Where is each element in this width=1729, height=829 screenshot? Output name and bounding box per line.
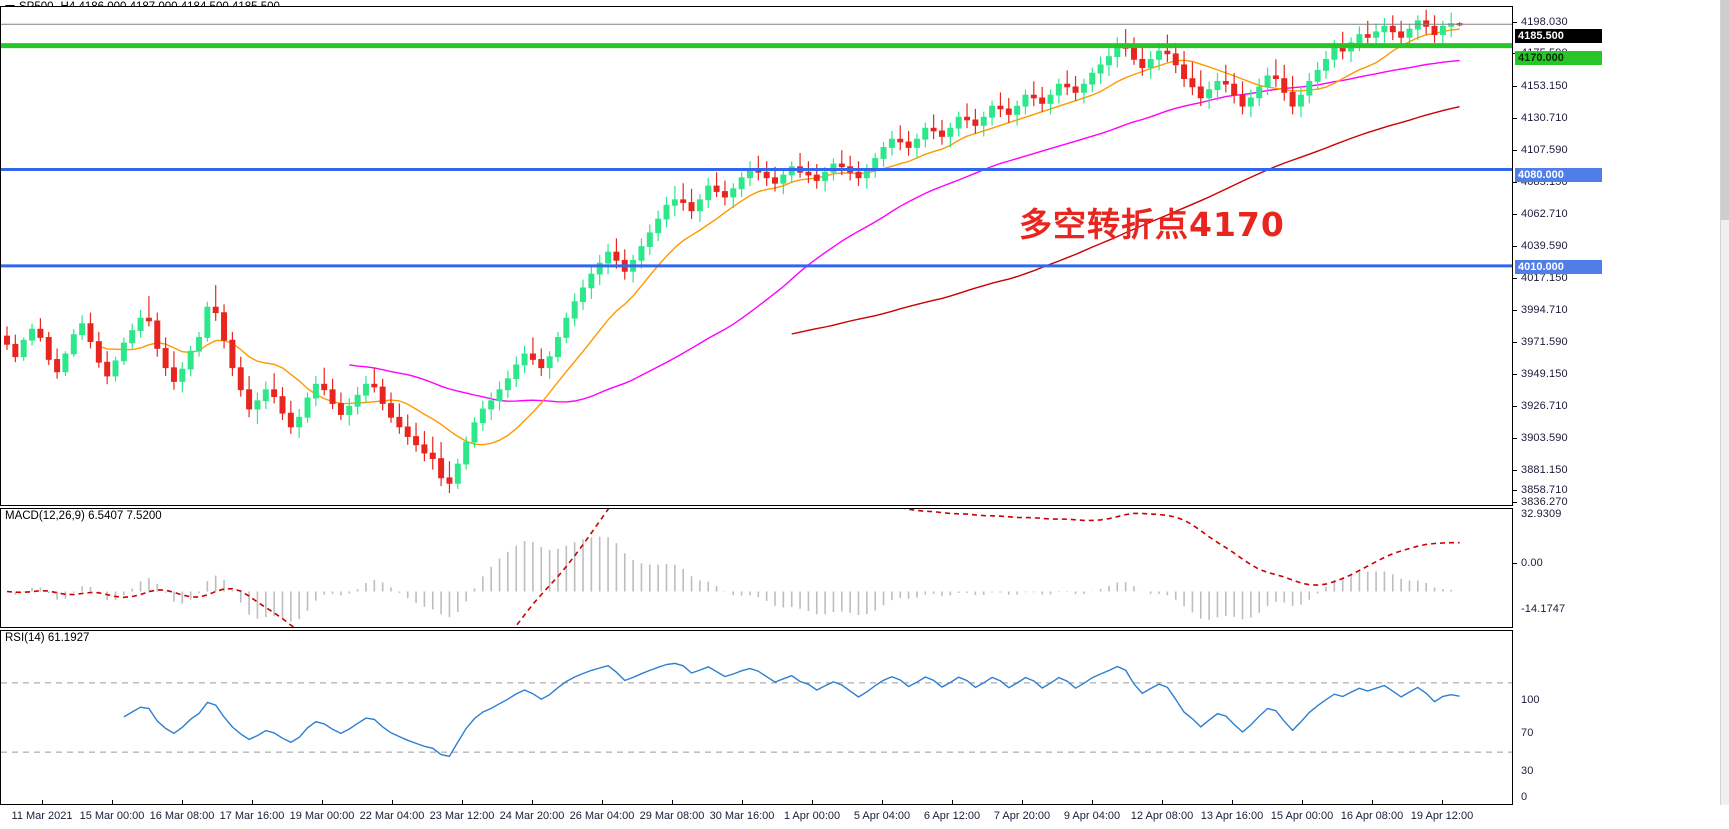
price-axis-label: 3858.710 (1521, 484, 1568, 496)
time-axis-label: 23 Mar 12:00 (429, 810, 495, 822)
time-axis-tick (742, 800, 743, 805)
axis-tick (1513, 150, 1517, 151)
level-tag-4080[interactable]: 4080.000 (1515, 168, 1602, 182)
rsi-axis-label: 30 (1521, 765, 1534, 777)
time-axis-tick (882, 800, 883, 805)
time-axis-tick (1022, 800, 1023, 805)
macd-axis-label: -14.1747 (1521, 603, 1566, 615)
time-axis-tick (42, 800, 43, 805)
rsi-indicator-panel[interactable] (0, 630, 1513, 805)
time-axis-label: 29 Mar 08:00 (639, 810, 705, 822)
price-axis-label: 3971.590 (1521, 336, 1568, 348)
time-axis-label: 19 Apr 12:00 (1410, 810, 1474, 822)
price-axis-label: 3949.150 (1521, 368, 1568, 380)
scrollbar-thumb[interactable] (1721, 0, 1729, 220)
time-axis-label: 16 Mar 08:00 (149, 810, 215, 822)
rsi-axis-label: 70 (1521, 727, 1534, 739)
macd-axis-label: 0.00 (1521, 557, 1543, 569)
axis-tick (1513, 374, 1517, 375)
rsi-title: RSI(14) 61.1927 (5, 632, 90, 644)
time-axis-tick (1162, 800, 1163, 805)
time-axis-tick (392, 800, 393, 805)
rsi-axis-label: 0 (1521, 791, 1528, 803)
time-axis-tick (252, 800, 253, 805)
rsi-canvas (1, 662, 1512, 758)
time-axis-tick (672, 800, 673, 805)
axis-tick (1513, 310, 1517, 311)
axis-tick (1513, 182, 1517, 183)
axis-tick (1513, 563, 1517, 564)
time-axis-label: 13 Apr 16:00 (1200, 810, 1264, 822)
time-axis-label: 17 Mar 16:00 (219, 810, 285, 822)
time-axis-label: 15 Apr 00:00 (1270, 810, 1334, 822)
time-axis-tick (1372, 800, 1373, 805)
time-axis-label: 12 Apr 08:00 (1130, 810, 1194, 822)
axis-tick (1513, 214, 1517, 215)
axis-tick (1513, 438, 1517, 439)
price-axis[interactable]: 4198.0304175.5904153.1504130.7104107.590… (1513, 0, 1721, 805)
time-axis-tick (952, 800, 953, 805)
time-axis-tick (812, 800, 813, 805)
time-axis-tick (1302, 800, 1303, 805)
time-axis-label: 1 Apr 00:00 (783, 810, 841, 822)
time-axis-tick (182, 800, 183, 805)
time-axis-label: 7 Apr 20:00 (993, 810, 1051, 822)
axis-tick (1513, 86, 1517, 87)
time-axis-label: 24 Mar 20:00 (499, 810, 565, 822)
chart-annotation-text: 多空转折点4170 (1019, 205, 1285, 244)
time-axis-label: 19 Mar 00:00 (289, 810, 355, 822)
time-axis-label: 15 Mar 00:00 (79, 810, 145, 822)
rsi-axis-label: 100 (1521, 694, 1540, 706)
time-axis-tick (112, 800, 113, 805)
time-axis-tick (602, 800, 603, 805)
time-axis-tick (1092, 800, 1093, 805)
time-axis-label: 11 Mar 2021 (11, 810, 73, 822)
price-axis-label: 4107.590 (1521, 144, 1568, 156)
axis-tick (1513, 470, 1517, 471)
axis-tick (1513, 406, 1517, 407)
time-axis-label: 30 Mar 16:00 (709, 810, 775, 822)
time-axis-label: 26 Mar 04:00 (569, 810, 635, 822)
price-axis-label: 4039.590 (1521, 240, 1568, 252)
level-tag-4010[interactable]: 4010.000 (1515, 260, 1602, 274)
macd-title: MACD(12,26,9) 6.5407 7.5200 (5, 510, 162, 522)
price-axis-label: 3994.710 (1521, 304, 1568, 316)
macd-indicator-panel[interactable] (0, 508, 1513, 628)
vertical-scrollbar[interactable] (1720, 0, 1729, 805)
axis-tick (1513, 342, 1517, 343)
price-axis-label: 4062.710 (1521, 208, 1568, 220)
axis-tick (1513, 490, 1517, 491)
time-axis-tick (462, 800, 463, 805)
price-chart-panel[interactable] (0, 6, 1513, 506)
axis-tick (1513, 118, 1517, 119)
time-axis-label: 22 Mar 04:00 (359, 810, 425, 822)
axis-tick (1513, 502, 1517, 503)
time-axis-tick (1442, 800, 1443, 805)
price-axis-label: 3903.590 (1521, 432, 1568, 444)
time-axis-label: 5 Apr 04:00 (853, 810, 911, 822)
axis-tick (1513, 278, 1517, 279)
last-price-tag[interactable]: 4185.500 (1515, 29, 1602, 43)
axis-tick (1513, 246, 1517, 247)
time-axis-label: 9 Apr 04:00 (1063, 810, 1121, 822)
macd-canvas (6, 509, 1461, 627)
time-axis-label: 16 Apr 08:00 (1340, 810, 1404, 822)
price-axis-label: 4017.150 (1521, 272, 1568, 284)
price-axis-label: 3881.150 (1521, 464, 1568, 476)
price-axis-label: 4198.030 (1521, 16, 1568, 28)
price-axis-label: 3926.710 (1521, 400, 1568, 412)
price-axis-label: 4130.710 (1521, 112, 1568, 124)
axis-tick (1513, 22, 1517, 23)
price-axis-label: 4153.150 (1521, 80, 1568, 92)
time-axis[interactable]: 11 Mar 2021 15 Mar 00:00 16 Mar 08:00 17 Ma… (0, 800, 1729, 829)
macd-axis-label: 32.9309 (1521, 508, 1562, 520)
time-axis-label: 6 Apr 12:00 (923, 810, 981, 822)
price-chart-canvas (1, 9, 1512, 493)
time-axis-tick (532, 800, 533, 805)
time-axis-tick (1232, 800, 1233, 805)
time-axis-tick (322, 800, 323, 805)
price-axis-label: 3836.270 (1521, 496, 1568, 508)
support-tag-4170[interactable]: 4170.000 (1515, 51, 1602, 65)
